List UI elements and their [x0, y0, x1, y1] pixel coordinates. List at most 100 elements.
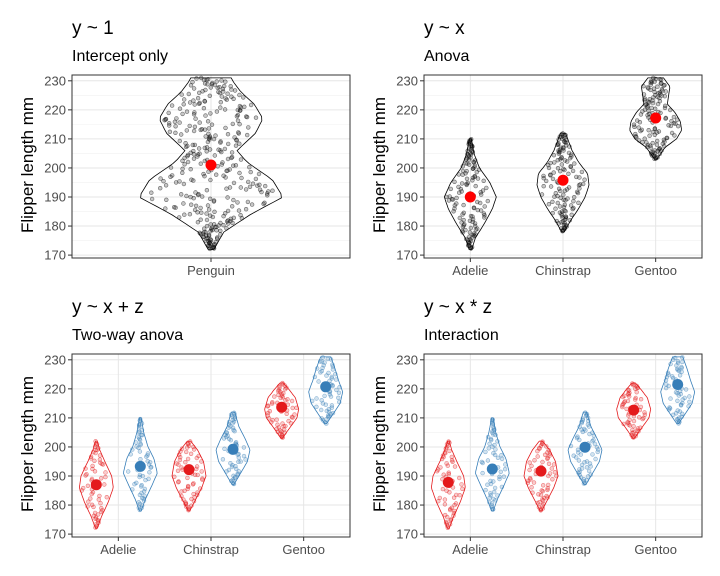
- data-point: [449, 505, 454, 510]
- data-point: [226, 141, 231, 147]
- data-point: [205, 203, 211, 208]
- data-point: [237, 141, 242, 146]
- data-point: [191, 156, 197, 161]
- data-point: [137, 449, 143, 454]
- data-point: [566, 150, 572, 156]
- data-point: [197, 151, 202, 156]
- data-point: [469, 137, 474, 142]
- data-point: [487, 495, 492, 500]
- data-point: [676, 415, 682, 420]
- data-point: [562, 158, 568, 163]
- mean-point: [535, 465, 547, 477]
- data-point: [97, 457, 103, 462]
- data-point: [189, 503, 194, 508]
- data-point: [586, 468, 592, 474]
- data-point: [225, 208, 231, 214]
- data-point: [501, 474, 507, 479]
- data-point: [497, 474, 502, 479]
- data-point: [243, 187, 249, 192]
- data-point: [563, 214, 568, 219]
- data-point: [225, 168, 230, 173]
- data-point: [337, 385, 342, 390]
- data-point: [646, 128, 651, 133]
- data-point: [475, 207, 480, 213]
- data-point: [216, 89, 221, 95]
- data-point: [204, 223, 210, 229]
- data-point: [680, 400, 685, 406]
- data-point: [487, 499, 492, 505]
- data-point: [551, 153, 557, 158]
- data-point: [103, 474, 108, 480]
- data-point: [568, 443, 574, 449]
- data-point: [83, 466, 88, 471]
- data-point: [565, 196, 570, 201]
- data-point: [136, 500, 141, 505]
- data-point: [650, 129, 656, 135]
- data-point: [235, 471, 240, 476]
- data-point: [220, 457, 226, 462]
- data-point: [667, 107, 673, 113]
- data-point: [325, 356, 330, 362]
- data-point: [539, 192, 545, 197]
- data-point: [461, 202, 466, 208]
- data-point: [461, 217, 466, 223]
- data-point: [621, 421, 626, 427]
- data-point: [270, 401, 275, 406]
- data-point: [198, 217, 203, 222]
- data-point: [590, 452, 595, 457]
- data-point: [283, 398, 288, 403]
- data-point: [503, 462, 508, 467]
- data-point: [572, 161, 577, 166]
- data-point: [191, 148, 196, 154]
- data-point: [469, 244, 475, 250]
- data-point: [169, 103, 175, 108]
- data-point: [490, 417, 495, 422]
- data-point: [665, 370, 671, 375]
- data-point: [192, 124, 198, 130]
- data-point: [653, 92, 658, 98]
- data-point: [179, 192, 184, 197]
- data-point: [235, 200, 240, 205]
- data-point: [192, 495, 197, 500]
- data-point: [625, 387, 631, 392]
- data-point: [163, 183, 169, 188]
- data-point: [204, 217, 210, 223]
- data-point: [536, 492, 541, 497]
- data-point: [285, 397, 290, 402]
- data-point: [437, 495, 442, 501]
- data-point: [674, 117, 680, 122]
- data-point: [182, 488, 187, 493]
- data-point: [471, 205, 477, 210]
- violin-outline: [523, 440, 559, 512]
- data-point: [559, 155, 564, 160]
- data-point: [556, 186, 562, 192]
- data-point: [235, 107, 241, 113]
- data-point: [85, 483, 91, 488]
- data-point: [571, 195, 577, 200]
- data-point: [224, 226, 229, 231]
- data-point: [93, 439, 98, 444]
- data-point: [289, 398, 295, 404]
- data-point: [241, 453, 247, 459]
- data-point: [476, 167, 482, 172]
- data-point: [193, 190, 198, 195]
- y-tick-label: 170: [44, 248, 66, 263]
- data-point: [188, 167, 193, 172]
- y-axis-label: Flipper length mm: [18, 97, 37, 233]
- data-point: [574, 174, 579, 180]
- data-point: [666, 123, 671, 128]
- data-point: [270, 400, 275, 405]
- mean-point: [205, 159, 217, 171]
- y-axis-label: Flipper length mm: [370, 97, 389, 233]
- data-point: [336, 395, 341, 400]
- data-point: [543, 178, 549, 184]
- data-point: [199, 210, 204, 215]
- data-point: [206, 131, 211, 137]
- data-point: [232, 88, 238, 93]
- data-point: [442, 497, 448, 502]
- data-point: [463, 227, 468, 233]
- data-point: [456, 172, 461, 177]
- data-point: [92, 458, 97, 463]
- data-point: [595, 447, 601, 452]
- data-point: [485, 198, 490, 204]
